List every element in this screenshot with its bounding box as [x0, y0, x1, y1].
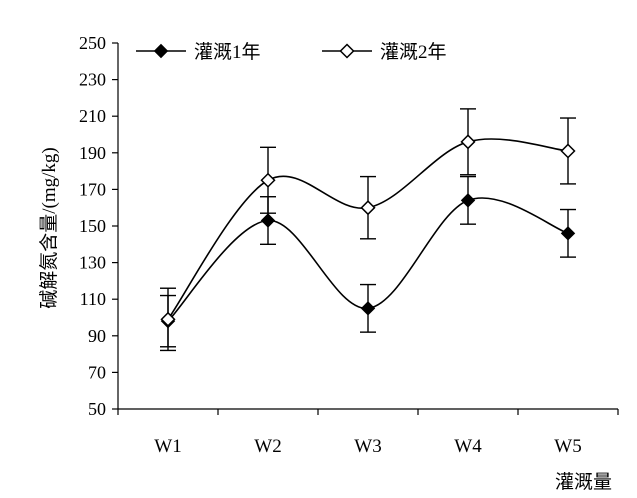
data-point [160, 311, 176, 327]
x-tick-label: W3 [354, 436, 381, 457]
y-tick-label: 190 [79, 143, 106, 163]
x-tick-label: W5 [554, 436, 581, 457]
legend-marker-series-2 [339, 43, 355, 59]
x-tick-label: W4 [454, 436, 482, 457]
y-tick-label: 210 [79, 106, 106, 126]
data-point [260, 213, 276, 228]
x-tick-label: W2 [254, 436, 281, 457]
data-point [560, 143, 576, 159]
legend-marker-series-1 [153, 43, 169, 59]
legend-item-series-1: 灌溉1年 [136, 41, 261, 63]
y-tick-label: 250 [79, 33, 106, 53]
x-axis-ticks: W1 W2 W3 W4 W5 [117, 409, 619, 457]
legend-label-series-1: 灌溉1年 [194, 41, 261, 63]
data-point [260, 172, 276, 188]
legend-label-series-2: 灌溉2年 [380, 41, 447, 63]
chart-legend: 灌溉1年 灌溉2年 [136, 41, 447, 63]
data-point [460, 193, 476, 208]
data-point [360, 301, 376, 316]
y-axis-label: 碱解氮含量/(mg/kg) [38, 147, 60, 309]
x-axis-label: 灌溉量 [555, 471, 612, 493]
y-tick-label: 110 [80, 289, 106, 309]
x-tick-label: W1 [154, 436, 181, 457]
y-tick-label: 90 [88, 326, 106, 346]
y-tick-label: 150 [79, 216, 106, 236]
legend-item-series-2: 灌溉2年 [322, 41, 447, 63]
y-tick-label: 170 [79, 179, 106, 199]
series-2 [160, 108, 576, 352]
y-tick-label: 70 [88, 362, 106, 382]
data-point [460, 134, 476, 150]
y-tick-label: 50 [88, 399, 106, 419]
series-layer [160, 108, 576, 352]
data-point [560, 226, 576, 241]
y-tick-label: 230 [79, 70, 106, 90]
y-tick-label: 130 [79, 253, 106, 273]
data-point [360, 200, 376, 216]
y-axis-ticks: 50 70 90 110 130 150 170 190 210 230 250 [79, 33, 118, 419]
